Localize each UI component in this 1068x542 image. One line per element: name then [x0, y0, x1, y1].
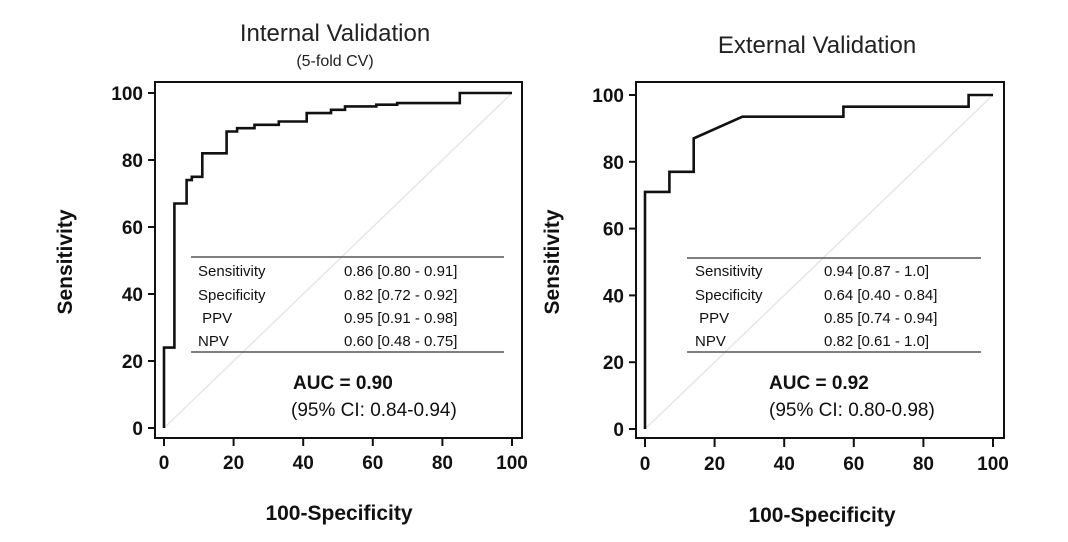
x-tick-label-0-internal: 0 — [159, 453, 170, 474]
y-axis-external: 0 20 40 60 80 100 — [592, 86, 636, 441]
x-tick-label-20-external: 20 — [704, 454, 725, 475]
metric-value-sensitivity-internal: 0.86 [0.80 - 0.91] — [344, 263, 457, 280]
diagonal-line-external — [644, 94, 994, 430]
x-tick-label-100-internal: 100 — [496, 453, 528, 474]
metric-value-specificity-internal: 0.82 [0.72 - 0.92] — [344, 287, 457, 304]
x-tick-label-80-external: 80 — [913, 454, 934, 475]
metric-name-specificity-external: Specificity — [695, 287, 763, 304]
y-tick-label-40-internal: 40 — [122, 285, 143, 306]
metric-name-ppv-external: PPV — [695, 310, 729, 327]
metric-value-ppv-external: 0.85 [0.74 - 0.94] — [824, 310, 937, 327]
chart-title-external: External Validation — [718, 32, 916, 59]
y-tick-label-20-internal: 20 — [122, 352, 143, 373]
metric-name-sensitivity-internal: Sensitivity — [198, 263, 266, 280]
x-tick-label-100-external: 100 — [977, 454, 1009, 475]
y-axis-label-external: Sensitivity — [541, 209, 564, 314]
metric-value-ppv-internal: 0.95 [0.91 - 0.98] — [344, 310, 457, 327]
x-tick-label-40-internal: 40 — [293, 453, 314, 474]
roc-line-external — [643, 93, 993, 429]
x-axis-label-external: 100-Specificity — [748, 504, 895, 527]
y-tick-label-80-external: 80 — [603, 153, 624, 174]
roc-line-internal — [162, 91, 512, 428]
x-tick-label-60-internal: 60 — [362, 453, 383, 474]
y-tick-label-80-internal: 80 — [122, 151, 143, 172]
diagonal-line-internal — [163, 92, 513, 429]
metric-name-npv-external: NPV — [695, 333, 726, 350]
metric-value-specificity-external: 0.64 [0.40 - 0.84] — [824, 287, 937, 304]
x-axis-internal: 0 20 40 60 80 100 — [159, 438, 528, 474]
metric-name-npv-internal: NPV — [198, 333, 229, 350]
y-tick-label-60-external: 60 — [603, 220, 624, 241]
x-axis-external: 0 20 40 60 80 100 — [640, 439, 1009, 475]
y-tick-label-100-external: 100 — [592, 86, 624, 107]
ci-label-internal: (95% CI: 0.84-0.94) — [291, 400, 457, 421]
y-axis-label-internal: Sensitivity — [54, 209, 77, 314]
x-tick-label-60-external: 60 — [843, 454, 864, 475]
y-tick-label-100-internal: 100 — [111, 84, 143, 105]
x-tick-label-20-internal: 20 — [223, 453, 244, 474]
panel-internal: Internal Validation (5-fold CV) 0 20 40 60 8… — [54, 20, 528, 525]
y-tick-label-60-internal: 60 — [122, 218, 143, 239]
metric-name-ppv-internal: PPV — [198, 310, 232, 327]
metric-value-npv-external: 0.82 [0.61 - 1.0] — [824, 333, 929, 350]
y-axis-internal: 0 20 40 60 80 100 — [111, 84, 155, 440]
x-tick-label-0-external: 0 — [640, 454, 651, 475]
y-tick-label-0-external: 0 — [613, 420, 624, 441]
metric-name-specificity-internal: Specificity — [198, 287, 266, 304]
diagonal-reference-internal — [163, 92, 513, 429]
y-tick-label-40-external: 40 — [603, 286, 624, 307]
x-axis-label-internal: 100-Specificity — [265, 502, 412, 525]
plot-frame-external — [635, 81, 1005, 439]
metric-value-sensitivity-external: 0.94 [0.87 - 1.0] — [824, 263, 929, 280]
roc-curve-internal — [162, 91, 512, 428]
y-tick-label-20-external: 20 — [603, 353, 624, 374]
plot-frame-internal — [154, 81, 523, 439]
metric-name-sensitivity-external: Sensitivity — [695, 263, 763, 280]
y-tick-label-0-internal: 0 — [132, 419, 143, 440]
panel-external: External Validation 0 20 40 60 80 100 0 20 40 60… — [541, 32, 1009, 527]
x-tick-label-80-internal: 80 — [432, 453, 453, 474]
metrics-table-internal: Sensitivity 0.86 [0.80 - 0.91] Specifici… — [191, 256, 504, 353]
metrics-table-external: Sensitivity 0.94 [0.87 - 1.0] Specificit… — [687, 257, 981, 353]
auc-label-external: AUC = 0.92 — [769, 373, 869, 394]
metric-value-npv-internal: 0.60 [0.48 - 0.75] — [344, 333, 457, 350]
chart-title-internal: Internal Validation — [240, 20, 430, 47]
chart-subtitle-internal: (5-fold CV) — [296, 53, 373, 70]
ci-label-external: (95% CI: 0.80-0.98) — [769, 400, 935, 421]
auc-label-internal: AUC = 0.90 — [293, 373, 393, 394]
x-tick-label-40-external: 40 — [774, 454, 795, 475]
diagonal-reference-external — [644, 94, 994, 430]
roc-curve-external — [643, 93, 993, 429]
